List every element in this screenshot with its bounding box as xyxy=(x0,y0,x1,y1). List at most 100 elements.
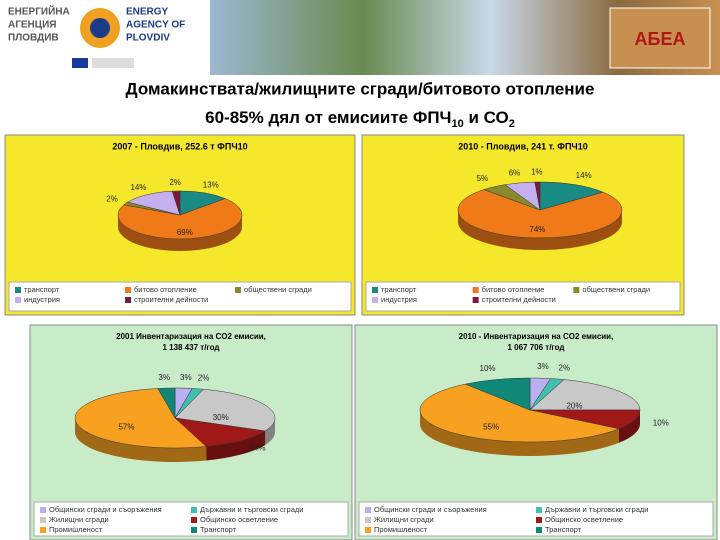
data-label: 14% xyxy=(249,444,265,453)
title-part: 60-85% дял от емисиите ФПЧ xyxy=(205,108,451,127)
pie-slice xyxy=(127,190,181,216)
pie-slice xyxy=(464,377,531,411)
legend-swatch xyxy=(191,527,197,533)
legend-swatch xyxy=(536,527,542,533)
title-sub: 10 xyxy=(452,118,464,130)
logo-sun xyxy=(90,18,110,38)
eu-flag xyxy=(72,58,88,68)
data-label: 14% xyxy=(576,171,592,180)
data-label: 10% xyxy=(480,364,496,373)
legend-label: транспорт xyxy=(24,285,60,294)
chart-subtitle: 1 067 706 т/год xyxy=(507,343,564,352)
title-sub: 2 xyxy=(509,118,515,130)
pie-slice xyxy=(419,383,620,443)
data-label: 3% xyxy=(537,362,549,371)
legend-swatch xyxy=(365,507,371,513)
legend-area xyxy=(365,281,681,312)
legend-label: Жилищни сгради xyxy=(49,515,109,524)
data-label: 74% xyxy=(529,225,545,234)
legend-label: Промишленост xyxy=(49,525,103,534)
title-part: и СО xyxy=(464,108,509,127)
chart-title: 2007 - Пловдив, 252.6 т ФПЧ10 xyxy=(112,141,247,151)
legend-swatch xyxy=(365,527,371,533)
pie-slice xyxy=(174,388,276,432)
data-label: 2% xyxy=(106,195,118,204)
pie-slice-side xyxy=(75,418,207,462)
pie-slice-side xyxy=(458,210,622,250)
legend-label: индустрия xyxy=(381,295,417,304)
data-label: 10% xyxy=(653,418,669,427)
data-label: 5% xyxy=(477,174,489,183)
data-label: 55% xyxy=(483,422,499,431)
logo-bg: ПЛОВДИВ xyxy=(8,33,59,44)
legend-label: Жилищни сгради xyxy=(374,515,434,524)
badge-box xyxy=(609,7,711,69)
legend-label: Транспорт xyxy=(200,525,237,534)
data-label: 69% xyxy=(177,228,193,237)
legend-label: Общинско осветление xyxy=(200,515,278,524)
slide-title: Домакинствата/жилищните сгради/битовото … xyxy=(126,79,595,98)
legend-swatch xyxy=(40,507,46,513)
chart-title: 2010 - Инвентаризация на CO2 емисии, xyxy=(459,332,614,341)
data-label: 2% xyxy=(198,374,210,383)
legend-swatch xyxy=(573,287,580,293)
legend-label: Общинско осветление xyxy=(545,515,623,524)
legend-swatch xyxy=(235,287,241,293)
slide-title: 60-85% дял от емисиите ФПЧ10 и СО2 xyxy=(205,108,515,129)
pie-slice xyxy=(457,189,623,239)
legend-area xyxy=(8,281,352,312)
pie-slice-side xyxy=(206,430,266,461)
logo-en: PLOVDIV xyxy=(126,33,170,44)
legend-swatch xyxy=(15,297,21,303)
legend-label: Транспорт xyxy=(545,525,582,534)
chart-subtitle: 1 138 437 т/год xyxy=(162,343,219,352)
legend-swatch xyxy=(365,517,371,523)
pie-slice xyxy=(534,181,541,211)
data-label: 3% xyxy=(180,373,192,382)
legend-swatch xyxy=(372,297,378,303)
legend-label: Промишленост xyxy=(374,525,428,534)
logo-en: AGENCY OF xyxy=(126,20,185,31)
legend-label: обществени сгради xyxy=(582,285,650,294)
legend-swatch xyxy=(15,287,21,293)
pie-slice-side xyxy=(420,410,619,456)
data-label: 14% xyxy=(130,183,146,192)
legend-swatch xyxy=(191,517,197,523)
legend-swatch xyxy=(472,297,479,303)
pie-slice xyxy=(539,181,604,211)
legend-label: транспорт xyxy=(381,285,417,294)
legend-label: Държавни и търговски сгради xyxy=(200,505,303,514)
legend-swatch xyxy=(125,287,131,293)
data-label: 57% xyxy=(118,423,134,432)
legend-label: Общински сгради и съоръжения xyxy=(49,505,162,514)
data-label: 3% xyxy=(158,373,170,382)
chart-title: 2010 - Пловдив, 241 т. ФПЧ10 xyxy=(458,141,588,151)
legend-swatch xyxy=(372,287,378,293)
legend-label: строителни дейности xyxy=(134,295,208,304)
pie-slice xyxy=(171,190,181,216)
pie-slice-side xyxy=(118,215,242,251)
badge: АБЕА xyxy=(635,29,686,49)
pie-slice xyxy=(157,387,176,419)
pie-slice-side xyxy=(618,410,640,443)
legend-label: Общински сгради и съоръжения xyxy=(374,505,487,514)
pie-slice xyxy=(529,379,641,411)
legend-swatch xyxy=(536,507,542,513)
legend-swatch xyxy=(40,527,46,533)
pie-slice xyxy=(74,388,207,449)
data-label: 1% xyxy=(531,167,543,176)
logo: ЕНЕРГИЙНА АГЕНЦИЯ ПЛОВДИВ ENERGY AGENCY … xyxy=(8,5,185,48)
data-label: 6% xyxy=(509,168,521,177)
logo-bg: АГЕНЦИЯ xyxy=(8,20,56,31)
eu-strip xyxy=(92,58,134,68)
data-label: 13% xyxy=(203,180,219,189)
logo-bg: ЕНЕРГИЙНА xyxy=(8,5,70,18)
legend-label: Държавни и търговски сгради xyxy=(545,505,648,514)
pie-slice xyxy=(117,198,243,240)
legend-label: битово отопление xyxy=(482,285,545,294)
legend-swatch xyxy=(536,517,542,523)
chart-title: 2001 Инвентаризация на CO2 емисии, xyxy=(116,332,266,341)
legend-label: битово отопление xyxy=(134,285,197,294)
data-label: 20% xyxy=(566,402,582,411)
